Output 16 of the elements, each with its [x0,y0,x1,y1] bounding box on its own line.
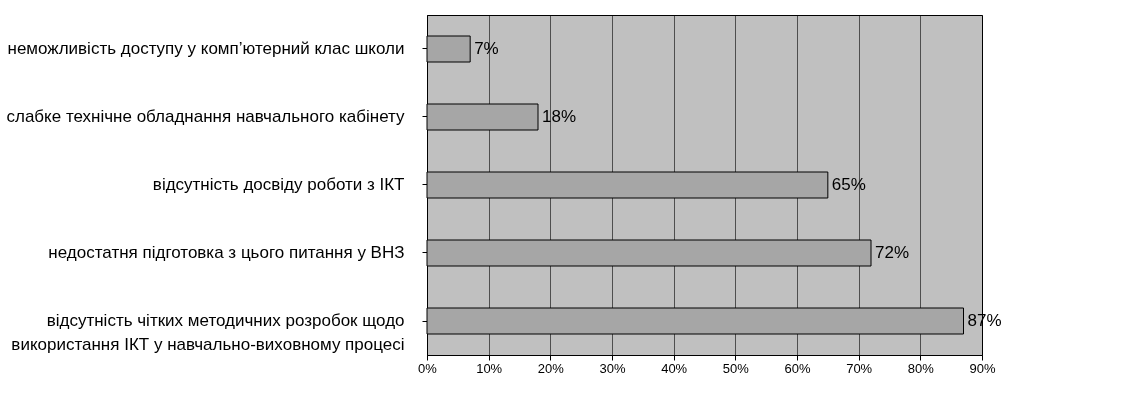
x-tick-label: 90% [969,360,996,376]
y-tick-label: відсутність досвіду роботи з ІКТ [152,175,405,194]
x-tick-label: 60% [784,360,811,376]
y-tick-label: недостатня підготовка з цього питання у ВНЗ [48,243,405,262]
x-tick-label: 20% [537,360,565,376]
x-tick-label: 30% [599,360,626,376]
x-tick-label: 70% [846,360,873,376]
y-tick-label: неможливість доступу у комп’ютерний клас школи [7,39,405,58]
x-tick-label: 80% [907,360,935,376]
x-tick-label: 0% [418,360,438,376]
y-tick-label: слабке технічне обладнання навчального кабінету [6,107,405,126]
x-tick-label: 10% [476,360,503,376]
x-tick-label: 40% [661,360,688,376]
x-tick-label: 50% [722,360,750,376]
y-tick-label: відсутність чітких методичних розробок щодо використання ІКТ у навчально-виховному процесі [11,311,405,354]
data-label: 72% [875,243,910,262]
